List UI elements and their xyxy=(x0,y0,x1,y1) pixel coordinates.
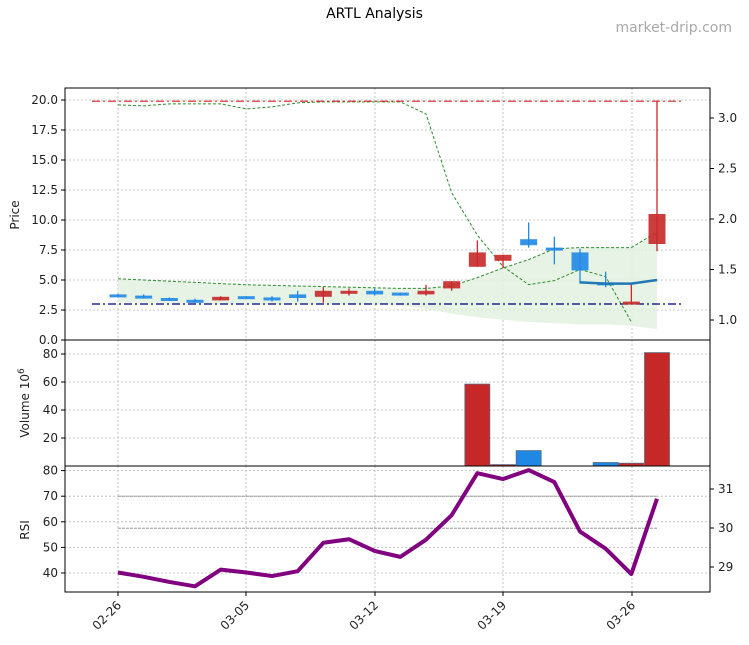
y2-tick-label: 2.0 xyxy=(718,212,737,226)
y2-tick-label: 30 xyxy=(718,521,733,535)
y-tick-label: 70 xyxy=(43,489,58,503)
candle-body xyxy=(186,299,204,303)
volume-panel: 20 40 60 80 Volume 106 xyxy=(17,339,711,467)
y-tick-label: 12.5 xyxy=(31,183,58,197)
y-tick-label: 40 xyxy=(43,566,58,580)
volume-bar xyxy=(592,462,619,467)
y2-tick-label: 1.0 xyxy=(718,313,737,327)
rsi-line xyxy=(117,468,659,589)
y2-tick-label: 29 xyxy=(718,560,733,574)
y-tick-label: 80 xyxy=(43,464,58,478)
y-tick-label: 0.0 xyxy=(39,333,58,347)
y2-tick-label: 2.5 xyxy=(718,162,737,176)
candle-body xyxy=(109,294,127,298)
x-tick-label: 03-05 xyxy=(218,598,253,633)
x-axis: 02-26 03-05 03-12 03-19 03-26 xyxy=(90,592,639,633)
candle-body xyxy=(135,295,153,299)
candle-body xyxy=(289,294,307,298)
rsi-axis-label: RSI xyxy=(18,520,32,540)
y-tick-label: 5.0 xyxy=(39,273,58,287)
candle-body xyxy=(366,290,384,295)
candle-body xyxy=(391,292,409,296)
volume-bar xyxy=(515,450,542,467)
y-tick-label: 60 xyxy=(43,515,58,529)
candle-body xyxy=(468,252,486,267)
candle-body xyxy=(622,301,640,305)
y-tick-label: 40 xyxy=(43,403,58,417)
candle-body xyxy=(237,296,255,300)
candle-body xyxy=(340,290,358,294)
volume-bar xyxy=(644,352,670,467)
y-tick-label: 10.0 xyxy=(31,213,58,227)
price-axis-label: Price xyxy=(8,200,22,229)
volume-axis-label: Volume 106 xyxy=(17,368,32,438)
candle-body xyxy=(648,214,666,244)
y-tick-label: 17.5 xyxy=(31,123,58,137)
candle-body xyxy=(263,297,281,301)
candle-body xyxy=(571,252,589,271)
secondary-line xyxy=(117,101,632,323)
volume-bar xyxy=(464,383,491,467)
y-tick-label: 60 xyxy=(43,375,58,389)
exponent: 6 xyxy=(17,368,27,374)
y-tick-label: 50 xyxy=(43,540,58,554)
rsi-panel: 40 50 60 70 80 29 30 31 RSI xyxy=(18,464,733,593)
candle-body xyxy=(545,247,563,251)
bollinger-band-fill xyxy=(118,232,657,330)
candle-body xyxy=(443,281,461,289)
y2-tick-label: 1.5 xyxy=(718,263,737,277)
y-tick-label: 15.0 xyxy=(31,153,58,167)
candle-body xyxy=(212,296,230,301)
y-tick-label: 80 xyxy=(43,347,58,361)
chart-title: ARTL Analysis xyxy=(326,6,423,22)
y-tick-label: 2.5 xyxy=(39,303,58,317)
y-tick-label: 20 xyxy=(43,431,58,445)
candle-body xyxy=(494,254,512,261)
y2-tick-label: 31 xyxy=(718,482,733,496)
x-tick-label: 03-26 xyxy=(604,598,639,633)
price-panel: 0.0 2.5 5.0 7.5 10.0 12.5 15.0 17.5 20.0 1.0 1.5 2.… xyxy=(8,87,737,347)
x-tick-label: 03-19 xyxy=(475,598,510,633)
watermark: market-drip.com xyxy=(615,20,732,36)
x-tick-label: 03-12 xyxy=(347,598,382,633)
bollinger-upper-line xyxy=(117,231,658,289)
y-tick-label: 20.0 xyxy=(31,93,58,107)
rsi-frame xyxy=(64,465,711,593)
candle-body xyxy=(160,298,178,301)
candle-body xyxy=(417,290,435,295)
volume-frame xyxy=(64,339,711,467)
y2-tick-label: 3.0 xyxy=(718,111,737,125)
candle-body xyxy=(520,239,538,246)
y-tick-label: 7.5 xyxy=(39,243,58,257)
moving-average-line xyxy=(579,278,658,285)
candle-body xyxy=(314,290,332,297)
x-tick-label: 02-26 xyxy=(90,598,125,633)
